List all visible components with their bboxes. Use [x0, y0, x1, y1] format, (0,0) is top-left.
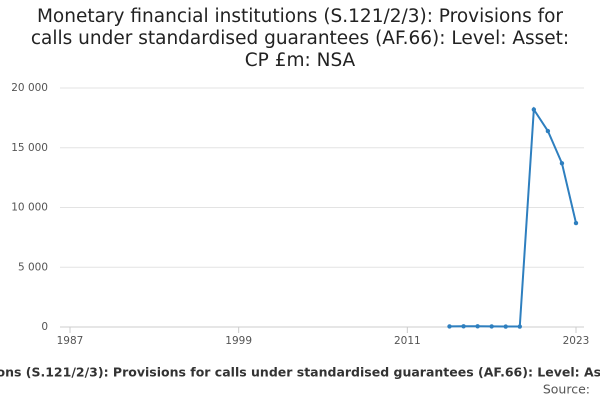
series-line	[449, 106, 577, 328]
x-tick-label: 1999	[225, 335, 252, 347]
point	[461, 324, 466, 329]
point	[475, 324, 480, 329]
point	[559, 161, 565, 166]
point	[573, 220, 579, 226]
y-tick-label: 5 000	[18, 261, 48, 273]
point	[517, 324, 522, 329]
x-tick-label: 2023	[563, 335, 590, 347]
y-tick-label: 10 000	[11, 202, 48, 214]
source: Source:	[543, 382, 590, 397]
x-tick-label: 1987	[57, 335, 84, 347]
chart-title: Monetary financial institutions (S.121/2…	[30, 6, 570, 71]
point	[545, 128, 551, 134]
y-tick-label: 15 000	[11, 142, 48, 154]
legend-label: Monetary financial institutions (S.121/2…	[0, 365, 600, 380]
point	[531, 107, 537, 112]
y-tick-label: 0	[41, 321, 48, 333]
y-tick-label: 20 000	[11, 82, 48, 94]
point	[447, 324, 452, 329]
point	[489, 324, 494, 329]
x-tick-label: 2011	[394, 335, 421, 347]
point	[503, 324, 508, 329]
